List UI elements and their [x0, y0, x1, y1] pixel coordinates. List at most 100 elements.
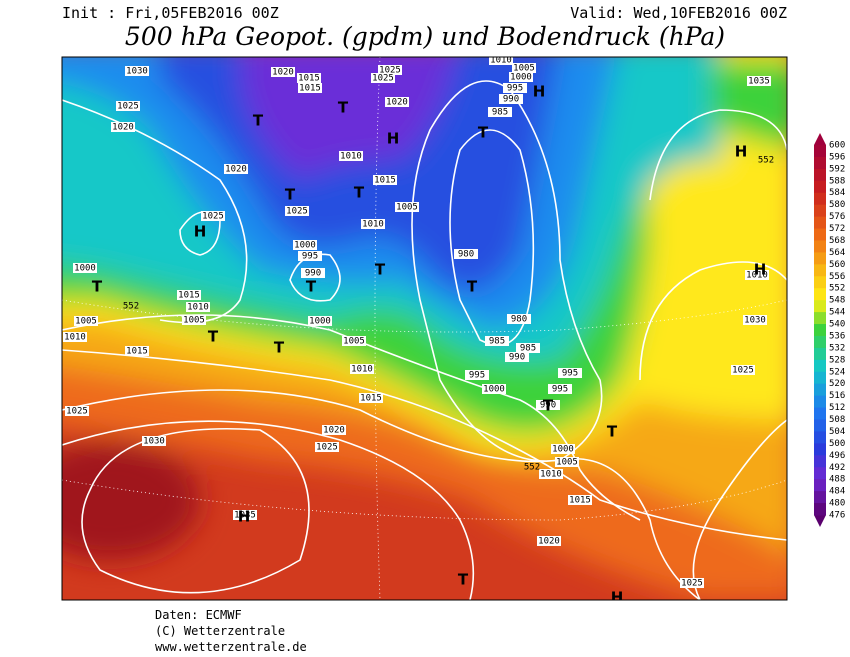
colorbar-label: 488: [829, 475, 845, 485]
colorbar-label: 600: [829, 141, 845, 151]
isobar-label: 1010: [64, 333, 86, 343]
isobar-label-bg: [747, 76, 771, 86]
isobar-label: 990: [509, 353, 525, 363]
isobar-label: 980: [511, 315, 527, 325]
isobar-label: 1005: [556, 458, 578, 468]
copyright-text: (C) Wetterzentrale: [155, 624, 285, 638]
isobar-label: 980: [458, 250, 474, 260]
colorbar-cell: [814, 419, 826, 432]
isobar-label: 1015: [178, 291, 200, 301]
colorbar-cell: [814, 443, 826, 456]
isobar-label: 1010: [540, 470, 562, 480]
pressure-center: T: [208, 328, 219, 346]
isobar-label: 995: [507, 84, 523, 94]
colorbar-cell: [814, 168, 826, 182]
colorbar-cell: [814, 359, 826, 373]
colorbar-label: 596: [829, 152, 845, 162]
colorbar-label: 576: [829, 212, 845, 222]
colorbar-arrow-bottom: [814, 515, 826, 527]
pressure-center: H: [735, 143, 748, 161]
graticule: [62, 57, 787, 600]
colorbar-label: 500: [829, 439, 845, 449]
colorbar-cell: [814, 300, 826, 313]
colorbar-cell: [814, 431, 826, 444]
isobar-label: 1015: [298, 74, 320, 84]
colorbar-label: 516: [829, 391, 845, 401]
isobar-label: 995: [552, 385, 568, 395]
colorbar-cell: [814, 276, 826, 289]
isobar-label: 995: [469, 371, 485, 381]
isobar-label: 1025: [66, 407, 88, 417]
isobar-label-bg: [548, 384, 572, 394]
colorbar-label: 476: [829, 511, 845, 521]
isobar-label: 1015: [360, 394, 382, 404]
pressure-center: T: [458, 571, 469, 589]
isobar-label: 1015: [374, 176, 396, 186]
colorbar-label: 512: [829, 403, 845, 413]
isobar-label: 1005: [513, 64, 535, 74]
isobar-label-bg: [308, 316, 332, 326]
colorbar-label: 592: [829, 164, 845, 174]
isobar-label: 1020: [225, 165, 247, 175]
isobar-label: 985: [520, 344, 536, 354]
isobar-label-bg: [271, 67, 295, 77]
colorbar-label: 524: [829, 367, 845, 377]
isobar-label: 1010: [187, 303, 209, 313]
colorbar-cell: [814, 192, 826, 206]
colorbar-label: 496: [829, 451, 845, 461]
pressure-center: T: [285, 186, 296, 204]
isobar-label: 1020: [272, 68, 294, 78]
isobar-label-bg: [499, 94, 523, 104]
colorbar-cell: [814, 347, 826, 361]
pressure-center: T: [607, 423, 618, 441]
isobar-label: 1035: [234, 511, 256, 521]
isobar-label-bg: [297, 73, 321, 83]
geopot-label: 552: [123, 302, 139, 312]
isobar-label-bg: [322, 425, 346, 435]
isobar-label-bg: [743, 315, 767, 325]
colorbar-label: 552: [829, 284, 845, 294]
colorbar-cell: [814, 467, 826, 480]
colorbar-cell: [814, 252, 826, 265]
isobar-label-bg: [359, 393, 383, 403]
pressure-center: T: [467, 278, 478, 296]
isobar-label: 1020: [386, 98, 408, 108]
isobar-label: 1000: [483, 385, 505, 395]
isobar-label: 1015: [126, 347, 148, 357]
isobar-label: 1025: [316, 443, 338, 453]
geopot-label: 552: [524, 463, 540, 473]
colorbar-label: 508: [829, 415, 845, 425]
colorbar-cell: [814, 228, 826, 241]
isobar-label-bg: [503, 83, 527, 93]
isobar-label: 1005: [183, 316, 205, 326]
pressure-center: H: [754, 261, 767, 279]
isobar-label-bg: [350, 364, 374, 374]
map-title: 500 hPa Geopot. (gpdm) und Bodendruck (h…: [125, 22, 725, 51]
pressure-center: T: [92, 278, 103, 296]
colorbar-label: 520: [829, 379, 845, 389]
isobar-label: 1030: [126, 67, 148, 77]
colorbar-arrow-top: [814, 133, 826, 145]
colorbar-label: 528: [829, 355, 845, 365]
isobar-label-bg: [201, 211, 225, 221]
isobar-label-bg: [516, 343, 540, 353]
pressure-center: H: [387, 130, 400, 148]
isobar-label: 985: [489, 337, 505, 347]
isobar-label-bg: [488, 107, 512, 117]
pressure-center: T: [543, 397, 554, 415]
isobar-label: 1010: [351, 365, 373, 375]
pressure-center: T: [375, 261, 386, 279]
colorbar-label: 548: [829, 296, 845, 306]
colorbar-cell: [814, 180, 826, 194]
isobar-label: 1025: [681, 579, 703, 589]
isobar-label: 1035: [748, 77, 770, 87]
isobar-label-bg: [182, 315, 206, 325]
isobar-label-bg: [395, 202, 419, 212]
colorbar-cell: [814, 455, 826, 468]
colorbar-label: 480: [829, 499, 845, 509]
pressure-center: T: [354, 184, 365, 202]
isobar-label-bg: [65, 406, 89, 416]
colorbar-label: 572: [829, 224, 845, 234]
isobar-label: 1010: [746, 271, 768, 281]
